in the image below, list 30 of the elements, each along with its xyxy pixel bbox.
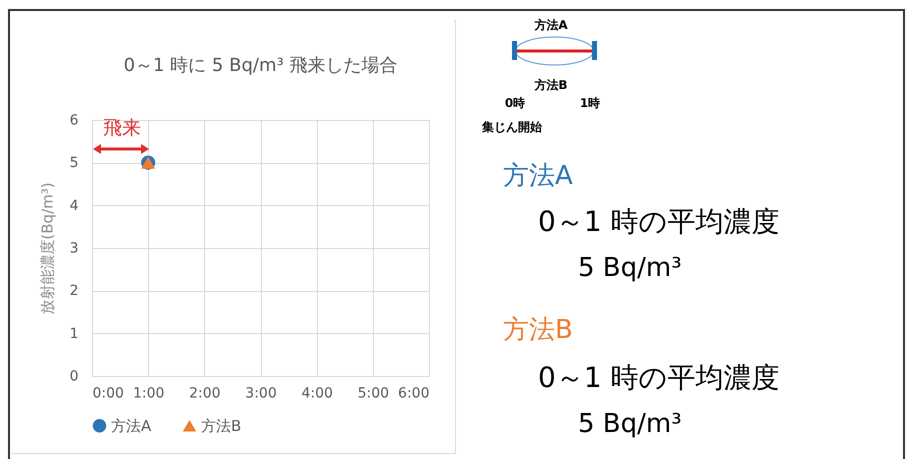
x-tick-label: 6:00 bbox=[398, 386, 430, 402]
text: 5 Bq/m³ bbox=[578, 409, 682, 439]
x-tick-label: 2:00 bbox=[189, 386, 221, 402]
y-tick-label: 6 bbox=[70, 112, 79, 128]
x-tick-label: 0:00 bbox=[92, 386, 124, 402]
text: 集じん開始 bbox=[482, 120, 542, 134]
x-tick-label: 3:00 bbox=[245, 386, 277, 402]
annotation: 飛来 bbox=[103, 116, 141, 138]
text: 0～1 時の平均濃度 bbox=[538, 361, 780, 394]
text: 0～1 時の平均濃度 bbox=[538, 205, 780, 238]
x-tick-label: 1:00 bbox=[132, 386, 164, 402]
y-tick-label: 1 bbox=[70, 326, 78, 342]
text: 方法A bbox=[503, 161, 573, 191]
x-tick-label: 4:00 bbox=[301, 386, 333, 402]
y-tick-label: 4 bbox=[70, 198, 79, 214]
text: 方法B bbox=[503, 315, 573, 345]
y-axis-title: 放射能濃度(Bq/m³) bbox=[38, 182, 57, 315]
y-tick-label: 0 bbox=[70, 368, 78, 384]
text: 1時 bbox=[580, 96, 600, 110]
y-tick-label: 5 bbox=[70, 155, 78, 172]
legend-label: 方法A bbox=[111, 416, 152, 435]
text: 5 Bq/m³ bbox=[578, 253, 682, 283]
x-tick-label: 5:00 bbox=[358, 386, 390, 402]
y-tick-label: 2 bbox=[70, 283, 78, 300]
text: 方法A bbox=[534, 18, 568, 32]
chart-title: 0～1 時に 5 Bq/m³ 飛来した場合 bbox=[124, 55, 398, 76]
legend-label: 方法B bbox=[201, 416, 242, 435]
y-tick-label: 3 bbox=[70, 240, 78, 256]
text: 方法B bbox=[534, 78, 568, 92]
text: 0時 bbox=[504, 96, 526, 110]
